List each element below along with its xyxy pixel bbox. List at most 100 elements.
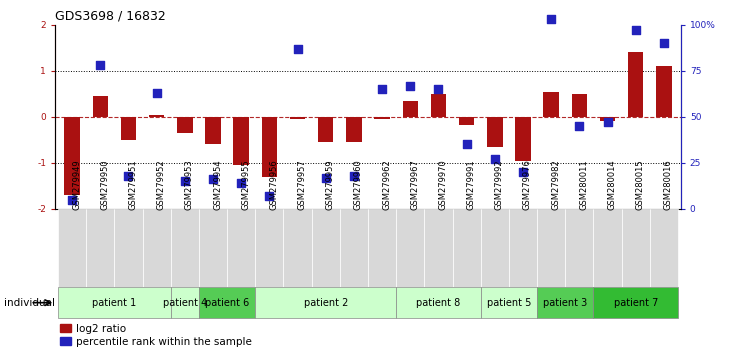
Bar xyxy=(121,117,136,140)
Text: GSM280014: GSM280014 xyxy=(607,160,617,210)
Bar xyxy=(396,287,481,318)
Bar xyxy=(177,117,193,133)
Text: patient 8: patient 8 xyxy=(417,298,461,308)
Bar xyxy=(340,209,368,287)
Bar xyxy=(290,117,305,119)
Point xyxy=(573,123,585,129)
Point xyxy=(601,120,613,125)
Bar xyxy=(622,209,650,287)
Bar xyxy=(515,117,531,161)
Bar xyxy=(283,209,311,287)
Bar xyxy=(593,209,622,287)
Text: GSM279976: GSM279976 xyxy=(523,160,532,210)
Bar xyxy=(233,117,249,165)
Text: GSM280016: GSM280016 xyxy=(664,160,673,210)
Bar xyxy=(403,101,418,117)
Point xyxy=(658,40,670,46)
Text: GSM280015: GSM280015 xyxy=(636,160,645,210)
Point xyxy=(179,178,191,184)
Text: GSM279967: GSM279967 xyxy=(410,160,420,210)
Text: GSM279956: GSM279956 xyxy=(269,160,278,210)
Point xyxy=(376,86,388,92)
Bar xyxy=(58,287,171,318)
Bar xyxy=(93,96,108,117)
Bar xyxy=(431,94,446,117)
Bar xyxy=(481,287,537,318)
Bar xyxy=(86,209,114,287)
Text: GSM279992: GSM279992 xyxy=(495,160,504,210)
Text: GSM279953: GSM279953 xyxy=(185,160,194,210)
Bar xyxy=(255,209,283,287)
Text: GSM279970: GSM279970 xyxy=(439,160,447,210)
Text: GSM279950: GSM279950 xyxy=(100,160,109,210)
Bar xyxy=(199,209,227,287)
Bar xyxy=(453,209,481,287)
Bar xyxy=(205,117,221,144)
Text: patient 5: patient 5 xyxy=(486,298,531,308)
Bar xyxy=(149,115,164,117)
Bar xyxy=(600,117,615,121)
Bar xyxy=(227,209,255,287)
Text: patient 6: patient 6 xyxy=(205,298,250,308)
Point xyxy=(123,173,135,178)
Text: individual: individual xyxy=(4,298,54,308)
Point xyxy=(433,86,445,92)
Text: GSM279949: GSM279949 xyxy=(72,160,81,210)
Text: patient 1: patient 1 xyxy=(92,298,136,308)
Bar xyxy=(537,287,593,318)
Bar xyxy=(543,92,559,117)
Bar xyxy=(171,209,199,287)
Point xyxy=(207,177,219,182)
Bar xyxy=(255,287,396,318)
Text: patient 4: patient 4 xyxy=(163,298,207,308)
Legend: log2 ratio, percentile rank within the sample: log2 ratio, percentile rank within the s… xyxy=(60,324,252,347)
Bar xyxy=(114,209,143,287)
Text: GSM279954: GSM279954 xyxy=(213,160,222,210)
Bar xyxy=(143,209,171,287)
Point xyxy=(263,193,275,199)
Text: GSM279952: GSM279952 xyxy=(157,160,166,210)
Text: patient 3: patient 3 xyxy=(543,298,587,308)
Point xyxy=(630,28,642,33)
Text: GSM279957: GSM279957 xyxy=(297,160,307,210)
Point xyxy=(320,175,332,181)
Bar xyxy=(572,94,587,117)
Bar xyxy=(368,209,396,287)
Bar xyxy=(509,209,537,287)
Bar xyxy=(656,66,672,117)
Bar xyxy=(64,117,80,195)
Bar xyxy=(537,209,565,287)
Bar xyxy=(650,209,678,287)
Point xyxy=(291,46,303,52)
Point xyxy=(517,169,529,175)
Bar xyxy=(199,287,255,318)
Bar xyxy=(261,117,277,177)
Bar xyxy=(593,287,678,318)
Bar xyxy=(318,117,333,142)
Text: GSM279991: GSM279991 xyxy=(467,160,475,210)
Bar xyxy=(171,287,199,318)
Text: GDS3698 / 16832: GDS3698 / 16832 xyxy=(55,9,166,22)
Text: GSM279959: GSM279959 xyxy=(326,160,335,210)
Point xyxy=(348,173,360,178)
Text: GSM279962: GSM279962 xyxy=(382,160,391,210)
Point xyxy=(151,90,163,96)
Text: GSM279955: GSM279955 xyxy=(241,160,250,210)
Bar xyxy=(628,52,643,117)
Bar xyxy=(459,117,475,125)
Bar xyxy=(481,209,509,287)
Point xyxy=(545,16,557,22)
Bar xyxy=(311,209,340,287)
Bar xyxy=(425,209,453,287)
Text: patient 2: patient 2 xyxy=(303,298,348,308)
Point xyxy=(489,156,500,162)
Text: GSM279951: GSM279951 xyxy=(129,160,138,210)
Text: GSM280011: GSM280011 xyxy=(579,160,588,210)
Point xyxy=(236,180,247,186)
Point xyxy=(404,83,416,88)
Text: GSM279982: GSM279982 xyxy=(551,160,560,210)
Bar xyxy=(565,209,593,287)
Bar xyxy=(487,117,503,147)
Point xyxy=(94,62,106,68)
Point xyxy=(461,142,473,147)
